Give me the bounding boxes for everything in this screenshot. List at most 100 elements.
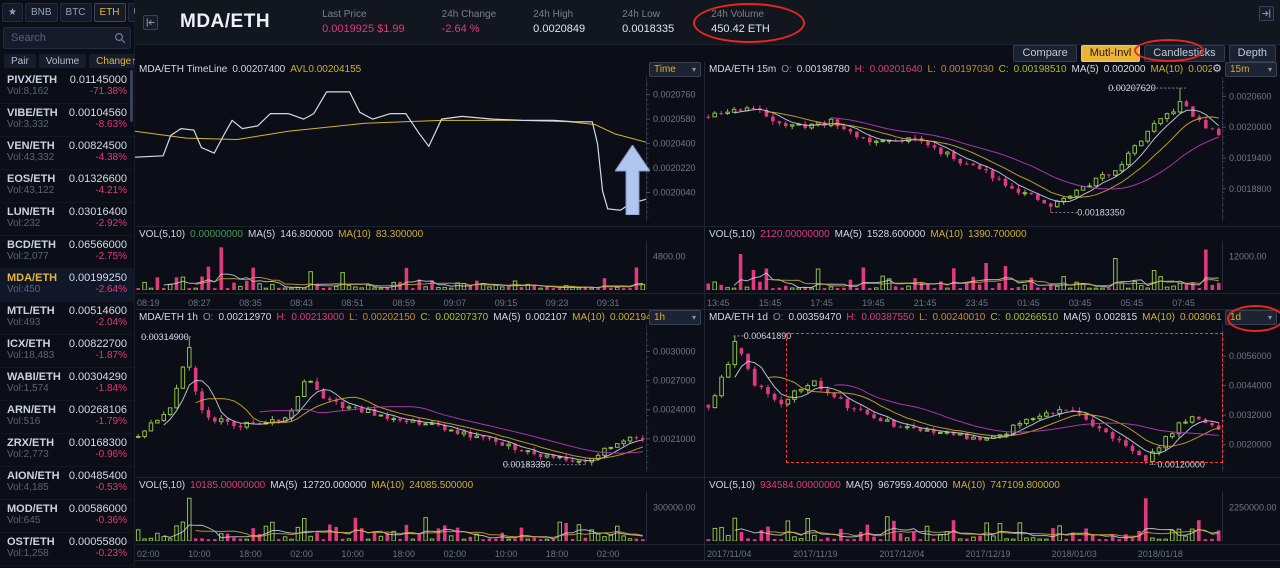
chart-panel-1d: MDA/ETH 1d O: 0.00359470 H: 0.00387550 L: 0.00… <box>705 310 1280 560</box>
price-chart[interactable]: 0.0030000 0.0027000 0.0024000 0.0021000 0.00… <box>135 325 704 477</box>
tab-btc[interactable]: BTC <box>59 3 92 22</box>
time-tick: 2018/01/18 <box>1137 548 1183 559</box>
tab-eth[interactable]: ETH <box>93 3 126 22</box>
pair-volume: Vol:2,773 <box>7 449 49 460</box>
pair-symbol: ZRX/ETH <box>7 437 55 449</box>
interval-dropdown[interactable]: Time ▾ <box>649 62 701 78</box>
volume-legend-item: 967959.400000 <box>878 479 948 491</box>
volume-legend-item: 1390.700000 <box>968 228 1027 240</box>
toolbar-button-mutl-invl[interactable]: Mutl-Invl <box>1080 45 1141 62</box>
pair-row[interactable]: LUN/ETH 0.03016400 Vol:232 -2.92% <box>0 203 134 236</box>
legend-item: MDA/ETH 1d <box>709 312 768 324</box>
svg-text:0.00183350: 0.00183350 <box>1077 208 1125 218</box>
pair-row[interactable]: PIVX/ETH 0.01145000 Vol:8,162 -71.38% <box>0 71 134 104</box>
pair-row[interactable]: ZRX/ETH 0.00168300 Vol:2,773 -0.96% <box>0 434 134 467</box>
toolbar-button-depth[interactable]: Depth <box>1228 45 1276 62</box>
legend-item: 0.002007 <box>1188 64 1212 76</box>
chart-header: MDA/ETH 1h O: 0.00212970 H: 0.00213000 L: 0.00… <box>135 310 704 326</box>
price-chart[interactable]: 0.0020600 0.0020000 0.0019400 0.0018800 0.00… <box>705 77 1280 226</box>
time-tick: 2017/11/04 <box>707 548 752 559</box>
chart-header: MDA/ETH 15m O: 0.00198780 H: 0.00201640 L: 0.0… <box>705 62 1280 78</box>
legend-item: 0.00198780 <box>796 64 850 76</box>
market-tabs: ★BNBBTCETHUSDT <box>0 0 167 25</box>
volume-chart[interactable]: 4800.00 <box>135 240 704 293</box>
price-chart[interactable]: 0.0020760 0.0020580 0.0020400 0.0020220 0.00… <box>135 77 704 226</box>
interval-dropdown[interactable]: 1d ▾ <box>1225 310 1277 326</box>
time-tick: 08:43 <box>290 297 313 308</box>
legend-item: 0.00202150 <box>362 312 416 324</box>
collapse-sidebar-icon[interactable] <box>143 14 158 30</box>
interval-value: 1h <box>654 312 666 324</box>
settings-gear-icon[interactable]: ⚙ <box>1212 63 1222 76</box>
search-box <box>3 27 131 49</box>
svg-text:0.0020220: 0.0020220 <box>653 163 696 173</box>
volume-legend-item: MA(5) <box>270 479 298 491</box>
pair-price: 0.00104560 <box>68 107 127 119</box>
volume-legend-item: 0.00000000 <box>190 228 243 240</box>
favorites-tab[interactable]: ★ <box>2 3 23 22</box>
chart-legend: MDA/ETH 1h O: 0.00212970 H: 0.00213000 L: 0.00… <box>139 312 649 323</box>
pair-volume: Vol:8,162 <box>7 86 49 97</box>
pair-symbol: MTL/ETH <box>7 305 55 317</box>
interval-dropdown[interactable]: 15m ▾ <box>1225 62 1277 78</box>
svg-text:0.00183350: 0.00183350 <box>503 460 551 470</box>
pair-volume: Vol:232 <box>7 218 41 229</box>
toolbar-button-candlesticks[interactable]: Candlesticks <box>1144 45 1225 62</box>
legend-item: O: <box>781 64 792 76</box>
pair-symbol: VIBE/ETH <box>7 107 58 119</box>
interval-dropdown[interactable]: 1h ▾ <box>649 310 701 326</box>
legend-item: MDA/ETH 15m <box>709 64 777 76</box>
pair-symbol: MDA/ETH <box>7 272 58 284</box>
pair-row[interactable]: VIBE/ETH 0.00104560 Vol:3,332 -8.63% <box>0 104 134 137</box>
scrollbar-thumb[interactable] <box>130 70 133 122</box>
legend-item: 0.00213000 <box>291 312 345 324</box>
pair-price: 0.00822700 <box>68 338 127 350</box>
expand-panel-icon[interactable] <box>1259 6 1274 21</box>
pair-row[interactable]: WABI/ETH 0.00304290 Vol:1,574 -1.84% <box>0 368 134 401</box>
legend-item: MA(10) <box>572 312 605 324</box>
sort-volume-button[interactable]: Volume <box>38 54 87 68</box>
chart-header: MDA/ETH TimeLine 0.00207400 AVL0.00204155 … <box>135 62 704 78</box>
svg-text:0.0020400: 0.0020400 <box>653 139 696 149</box>
pair-row[interactable]: MTL/ETH 0.00514600 Vol:493 -2.04% <box>0 302 134 335</box>
chart-toolbar: Compare Mutl-Invl Candlesticks Depth <box>135 45 1280 62</box>
pair-row[interactable]: MDA/ETH 0.00199250 Vol:450 -2.64% <box>0 269 134 302</box>
pair-row[interactable]: MOD/ETH 0.00586000 Vol:645 -0.36% <box>0 500 134 533</box>
chevron-down-icon: ▾ <box>691 313 696 323</box>
price-chart[interactable]: 0.0056000 0.0044000 0.0032000 0.0020000 0.00… <box>705 325 1280 477</box>
toolbar-button-compare[interactable]: Compare <box>1013 45 1077 62</box>
pair-row[interactable]: ARN/ETH 0.00268106 Vol:516 -1.79% <box>0 401 134 434</box>
pair-price: 0.00055800 <box>68 536 127 548</box>
pair-volume: Vol:2,077 <box>7 251 49 262</box>
time-tick: 13:45 <box>707 297 730 308</box>
sort-change-button[interactable]: Change↑ <box>89 54 144 68</box>
legend-item: 0.002107 <box>525 312 568 324</box>
chart-panel-timeline: MDA/ETH TimeLine 0.00207400 AVL0.00204155 … <box>135 62 705 310</box>
ticker-stat: 24h Volume 450.42 ETH <box>711 9 770 35</box>
tab-bnb[interactable]: BNB <box>24 3 58 22</box>
pair-row[interactable]: VEN/ETH 0.00824500 Vol:43,332 -4.38% <box>0 137 134 170</box>
legend-item: 0.00212970 <box>218 312 272 324</box>
pair-row[interactable]: AION/ETH 0.00485400 Vol:4,185 -0.53% <box>0 467 134 500</box>
pair-row[interactable]: BCD/ETH 0.06566000 Vol:2,077 -2.75% <box>0 236 134 269</box>
time-tick: 02:00 <box>290 548 313 559</box>
volume-chart[interactable]: 300000.00 <box>135 491 704 544</box>
search-input[interactable] <box>3 27 131 49</box>
time-tick: 08:27 <box>188 297 211 308</box>
pair-row[interactable]: ICX/ETH 0.00822700 Vol:18,483 -1.87% <box>0 335 134 368</box>
stat-label: 24h Low <box>622 9 660 20</box>
pair-volume: Vol:43,122 <box>7 185 55 196</box>
svg-text:0.0027000: 0.0027000 <box>653 376 696 386</box>
time-tick: 03:45 <box>1068 297 1092 308</box>
sort-pair-button[interactable]: Pair <box>4 54 36 68</box>
pair-price: 0.00268106 <box>68 404 127 416</box>
volume-legend-item: 10185.00000000 <box>190 479 266 491</box>
volume-chart[interactable]: 2250000.00 <box>705 491 1280 544</box>
volume-chart[interactable]: 12000.00 <box>705 240 1280 293</box>
time-tick: 02:00 <box>443 548 467 559</box>
pair-row[interactable]: EOS/ETH 0.01326600 Vol:43,122 -4.21% <box>0 170 134 203</box>
pair-price: 0.06566000 <box>68 239 127 251</box>
pair-change: -71.38% <box>89 86 127 97</box>
pair-row[interactable]: OST/ETH 0.00055800 Vol:1,258 -0.23% <box>0 533 134 566</box>
pair-list-header: Pair Volume Change↑ <box>0 51 144 71</box>
